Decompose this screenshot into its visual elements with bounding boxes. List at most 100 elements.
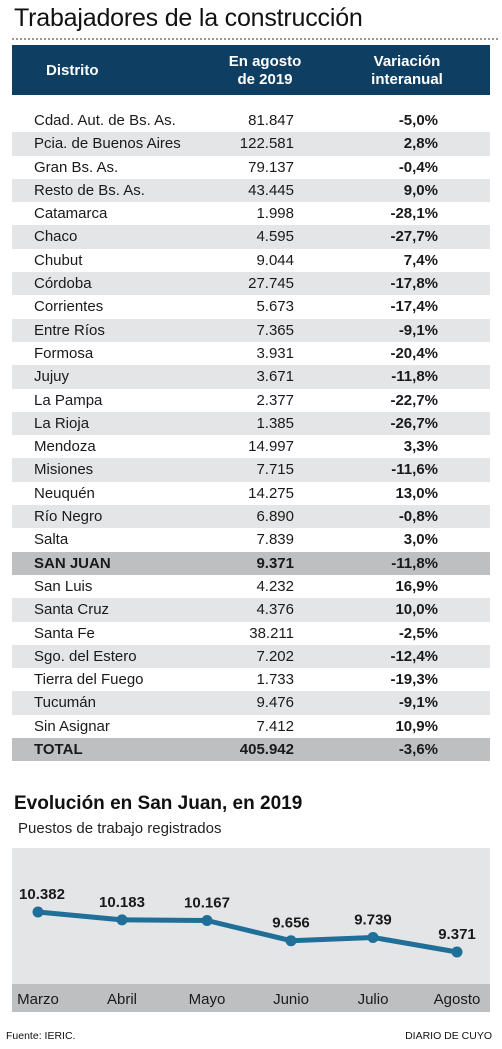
cell-distrito: Río Negro [34,508,103,526]
cell-variacion: 2,8% [403,135,438,153]
cell-distrito: Pcia. de Buenos Aires [34,135,181,153]
cell-distrito: Catamarca [34,205,108,223]
table-row: Entre Ríos 7.365 -9,1% [12,318,490,342]
cell-distrito: Sgo. del Estero [34,647,137,665]
table-row: Mendoza 14.997 3,3% [12,435,490,458]
cell-distrito: Entre Ríos [34,321,105,339]
chart-caption: Puestos de trabajo registrados [18,820,222,837]
cell-agosto: 1.385 [256,414,294,432]
cell-variacion: -17,4% [390,298,438,316]
cell-agosto: 1.998 [256,205,294,223]
data-point [201,915,213,927]
table-row: Catamarca 1.998 -28,1% [12,202,490,225]
cell-distrito: Mendoza [34,438,96,456]
cell-variacion: 3,0% [403,531,438,549]
table-row: Salta 7.839 3,0% [12,528,490,551]
cell-agosto: 38.211 [249,624,294,642]
header-variacion-line2: interanual [371,71,443,88]
table-row: La Rioja 1.385 -26,7% [12,411,490,436]
cell-distrito: SAN JUAN [34,554,111,572]
cell-agosto: 7.365 [256,321,294,339]
cell-distrito: Córdoba [34,275,92,293]
cell-agosto: 4.376 [256,601,294,619]
cell-agosto: 4.232 [256,577,294,595]
cell-agosto: 7.839 [256,531,294,549]
header-variacion: Variación interanual [352,53,462,89]
cell-variacion: 7,4% [403,251,438,269]
cell-distrito: Santa Fe [34,624,95,642]
cell-variacion: -9,1% [398,694,438,712]
data-label: 9.739 [354,911,392,928]
cell-agosto: 14.997 [248,438,294,456]
cell-agosto: 3.671 [256,368,294,386]
cell-agosto: 6.890 [256,508,294,526]
cell-variacion: -17,8% [390,275,438,293]
table-row: Tierra del Fuego 1.733 -19,3% [12,668,490,691]
cell-variacion: -28,1% [390,205,438,223]
header-agosto: En agosto de 2019 [210,53,320,89]
header-agosto-line2: de 2019 [237,71,293,88]
cell-distrito: San Luis [34,577,93,595]
cell-agosto: 4.595 [256,228,294,246]
table-row: Jujuy 3.671 -11,8% [12,365,490,389]
table-row: Gran Bs. As. 79.137 -0,4% [12,156,490,179]
cell-distrito: Chubut [34,251,83,269]
cell-agosto: 3.931 [256,344,294,362]
table-row: Sin Asignar 7.412 10,9% [12,715,490,738]
cell-variacion: -3,6% [398,741,438,759]
table-row: Tucumán 9.476 -9,1% [12,691,490,715]
cell-distrito: Salta [34,531,69,549]
cell-variacion: -11,8% [391,368,438,386]
cell-agosto: 9.371 [256,554,294,572]
cell-distrito: Resto de Bs. As. [34,181,145,199]
cell-variacion: -0,8% [398,508,438,526]
cell-agosto: 27.745 [248,275,294,293]
cell-distrito: Cdad. Aut. de Bs. As. [34,112,176,129]
table-row: Corrientes 5.673 -17,4% [12,295,490,318]
cell-distrito: Jujuy [34,368,70,386]
data-point [367,931,379,943]
cell-agosto: 2.377 [256,391,294,409]
x-tick-label: Mayo [189,991,226,1008]
cell-variacion: 13,0% [395,484,438,502]
table-row: Río Negro 6.890 -0,8% [12,505,490,529]
cell-variacion: -11,6% [391,461,438,479]
cell-agosto: 14.275 [248,484,294,502]
credit-note: DIARIO DE CUYO [405,1030,492,1042]
table-total-row: TOTAL 405.942 -3,6% [12,738,490,762]
data-label: 9.656 [272,915,310,932]
x-tick-label: Julio [358,991,389,1008]
data-label: 9.371 [438,926,476,943]
table-row: Formosa 3.931 -20,4% [12,342,490,365]
cell-agosto: 9.476 [256,694,294,712]
table-row: La Pampa 2.377 -22,7% [12,389,490,412]
x-tick-label: Junio [273,991,309,1008]
cell-agosto: 7.715 [256,461,294,479]
cell-variacion: -22,7% [390,391,438,409]
cell-agosto: 7.412 [256,717,294,735]
cell-variacion: -12,4% [390,647,438,665]
cell-distrito: Sin Asignar [34,717,110,735]
cell-variacion: -26,7% [390,414,438,432]
cell-variacion: -5,0% [398,112,438,129]
table-row: San Luis 4.232 16,9% [12,575,490,598]
table-row: Sgo. del Estero 7.202 -12,4% [12,644,490,669]
cell-agosto: 5.673 [256,298,294,316]
table-row: Chaco 4.595 -27,7% [12,225,490,249]
cell-agosto: 1.733 [256,671,294,689]
table-header: Distrito En agosto de 2019 Variación int… [12,45,490,95]
cell-agosto: 79.137 [248,158,294,176]
x-tick-label: Marzo [17,991,59,1008]
cell-agosto: 43.445 [248,181,294,199]
data-label: 10.167 [184,895,230,912]
cell-agosto: 9.044 [256,251,294,269]
month-axis-band [12,984,490,1012]
cell-distrito: Gran Bs. As. [34,158,119,176]
source-note: Fuente: IERIC. [6,1030,76,1042]
data-point [32,906,44,918]
table-row: Chubut 9.044 7,4% [12,249,490,272]
cell-variacion: -27,7% [390,228,438,246]
cell-agosto: 405.942 [239,741,294,759]
chart-title: Evolución en San Juan, en 2019 [14,793,303,814]
table-row: SAN JUAN 9.371 -11,8% [12,551,490,575]
